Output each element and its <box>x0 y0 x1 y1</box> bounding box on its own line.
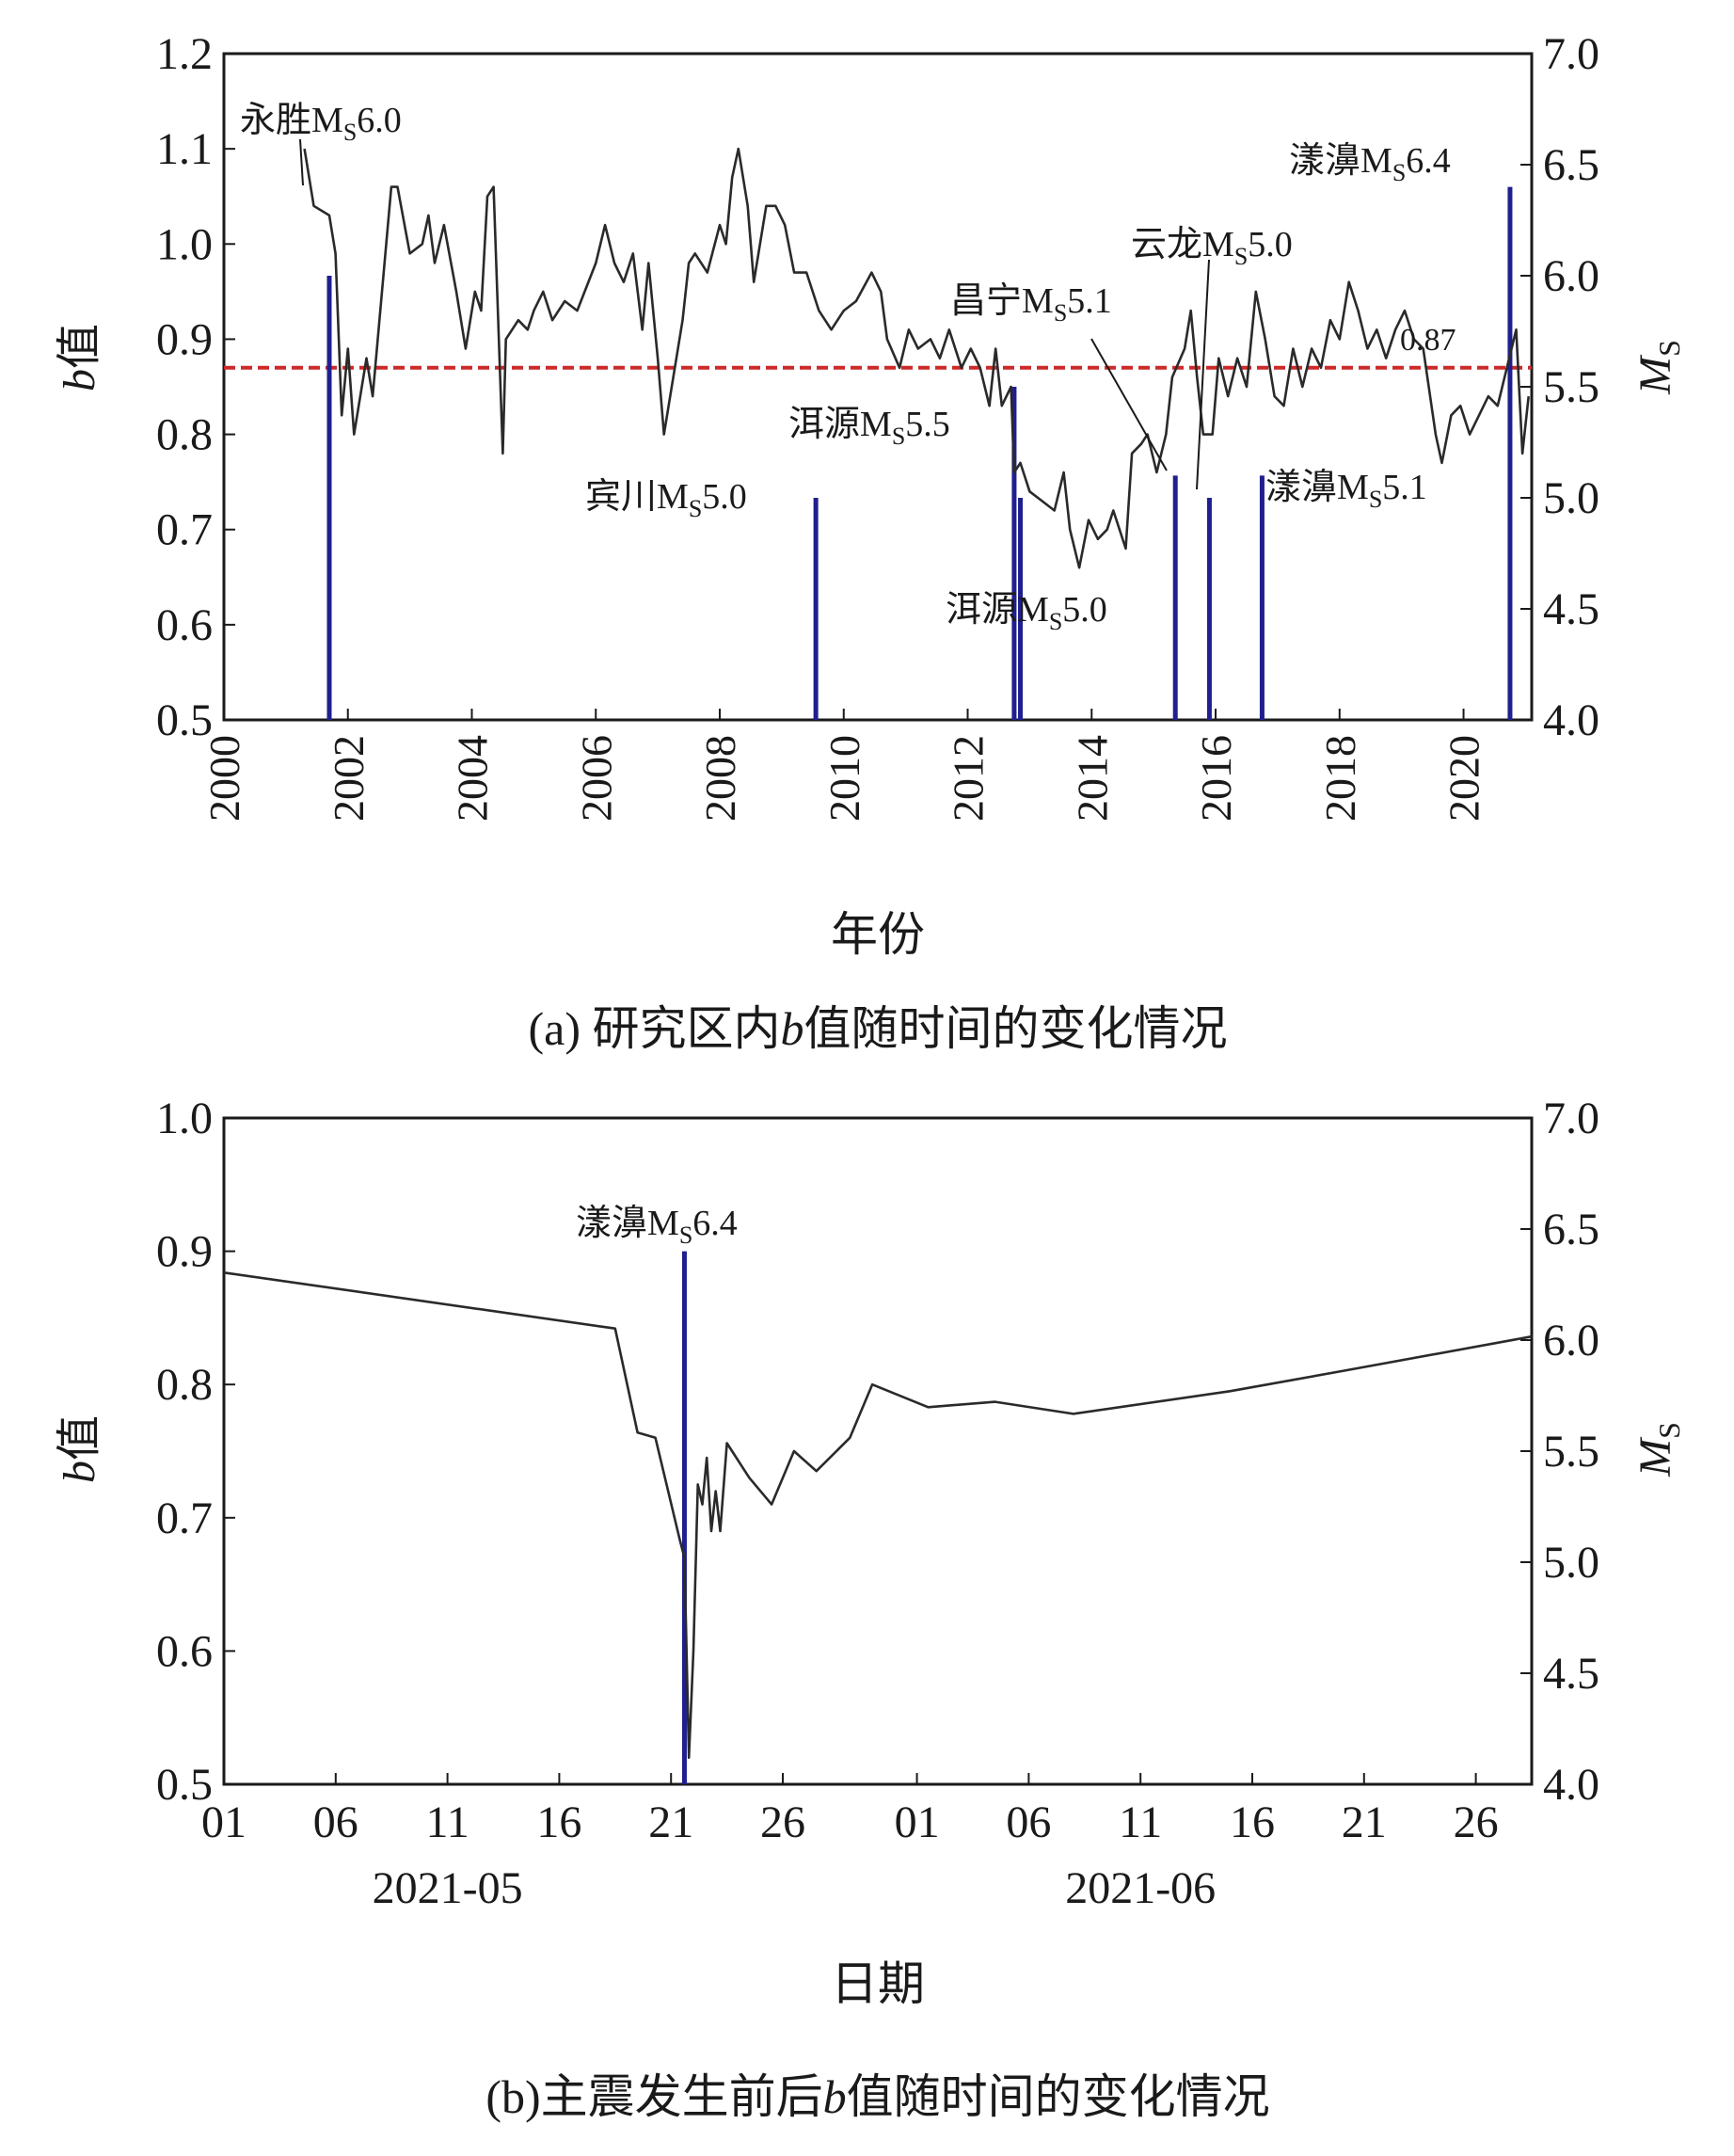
a-y2tick-label: 5.5 <box>1543 362 1599 412</box>
event-a-6-label: 漾濞MS5.1 <box>1265 468 1427 513</box>
a-y2tick-label: 6.0 <box>1543 251 1599 301</box>
a-xtick-label: 2016 <box>1192 735 1240 822</box>
a-y2tick-label: 7.0 <box>1543 29 1599 79</box>
panel-b-y-axis-title: b值 <box>55 1415 104 1483</box>
a-xtick-label: 2000 <box>200 735 248 822</box>
a-y2tick-label: 5.0 <box>1543 473 1599 523</box>
panel-b-y-ticks: 0.5 0.6 0.7 0.8 0.9 1.0 <box>156 1094 235 1810</box>
a-b-value-series <box>303 147 1530 569</box>
b-y2tick-label: 4.5 <box>1543 1649 1599 1699</box>
a-y2tick-label: 4.0 <box>1543 695 1599 745</box>
b-xtick-label: 06 <box>313 1797 358 1847</box>
event-a-7-label: 漾濞MS6.4 <box>1289 141 1451 186</box>
a-xtick-label: 2018 <box>1316 735 1364 822</box>
b-y2tick-label: 6.0 <box>1543 1316 1599 1365</box>
panel-b-caption: (b)主震发生前后b值随时间的变化情况 <box>485 2070 1269 2123</box>
panel-a-b-value-line <box>303 147 1530 569</box>
a-xtick-label: 2004 <box>449 735 497 822</box>
b-y2tick-label: 4.0 <box>1543 1760 1599 1810</box>
b-xtick-label: 16 <box>1230 1797 1275 1847</box>
b-month-label: 2021-06 <box>1065 1863 1216 1913</box>
event-a-0-leader <box>299 138 304 186</box>
b-xtick-label: 01 <box>895 1797 940 1847</box>
a-y2tick-label: 6.5 <box>1543 140 1599 190</box>
a-xtick-label: 2002 <box>325 735 373 822</box>
event-b-0-label: 漾濞MS6.4 <box>576 1204 738 1249</box>
b-y2tick-label: 5.0 <box>1543 1538 1599 1588</box>
b-y2tick-label: 5.5 <box>1543 1427 1599 1477</box>
b-xtick-label: 06 <box>1006 1797 1051 1847</box>
panel-a-y2-ticks: 4.0 4.5 5.0 5.5 6.0 6.5 7.0 <box>1520 29 1599 745</box>
panel-b-y2-ticks: 4.0 4.5 5.0 5.5 6.0 6.5 7.0 <box>1520 1094 1599 1810</box>
b-y2tick-label: 7.0 <box>1543 1094 1599 1143</box>
a-ytick-label: 1.2 <box>156 29 213 79</box>
event-a-5-leader <box>1196 259 1210 490</box>
event-a-2-label: 洱源MS5.5 <box>788 405 950 450</box>
panel-a-event-annotations <box>299 138 1210 490</box>
a-xtick-label: 2010 <box>820 735 868 822</box>
b-ytick-label: 0.6 <box>156 1626 213 1676</box>
b-ytick-label: 0.5 <box>156 1760 213 1810</box>
a-xtick-label: 2008 <box>696 735 744 822</box>
a-ytick-label: 0.7 <box>156 505 213 555</box>
panel-b-b-value-line <box>223 1271 1533 1759</box>
event-a-3-label: 洱源MS5.0 <box>946 590 1107 635</box>
panel-b-chart: 0.5 0.6 0.7 0.8 0.9 1.0 4.0 4.5 5.0 5.5 6.0 6.5 7.0… <box>55 1094 1686 2123</box>
panel-b-month-labels: 2021-05 2021-06 <box>373 1863 1217 1913</box>
b-month-label: 2021-05 <box>373 1863 523 1913</box>
a-xtick-label: 2006 <box>572 735 620 822</box>
a-xtick-label: 2020 <box>1440 735 1488 822</box>
panel-b-x-ticks: 01 06 11 16 21 26 01 06 11 16 21 26 <box>201 1773 1499 1847</box>
b-y2tick-label: 6.5 <box>1543 1205 1599 1254</box>
panel-a-y-ticks: 0.5 0.6 0.7 0.8 0.9 1.0 1.1 1.2 <box>156 29 235 745</box>
panel-a-x-ticks: 2000 2002 2004 2006 2008 2010 2012 2014 2016 2018… <box>200 709 1488 822</box>
event-a-4-label: 昌宁MS5.1 <box>950 281 1112 327</box>
a-y2tick-label: 4.5 <box>1543 584 1599 634</box>
b-xtick-label: 21 <box>1342 1797 1387 1847</box>
panel-b-x-axis-title: 日期 <box>831 1957 925 2010</box>
panel-a-event-bars <box>326 186 1513 720</box>
a-ytick-label: 1.0 <box>156 219 213 269</box>
b-xtick-label: 21 <box>648 1797 693 1847</box>
b-ytick-label: 0.9 <box>156 1227 213 1277</box>
b-xtick-label: 26 <box>760 1797 805 1847</box>
b-xtick-label: 16 <box>536 1797 581 1847</box>
a-xtick-label: 2014 <box>1068 735 1116 822</box>
event-a-1-label: 宾川MS5.0 <box>585 477 747 522</box>
a-ytick-label: 0.6 <box>156 600 213 650</box>
b-xtick-label: 26 <box>1454 1797 1499 1847</box>
a-xtick-label: 2012 <box>945 735 993 822</box>
event-a-5-label: 云龙MS5.0 <box>1131 225 1293 270</box>
b-ytick-label: 1.0 <box>156 1094 213 1143</box>
panel-a-chart: 0.5 0.6 0.7 0.8 0.9 1.0 1.1 1.2 4.0 4.5 5.0 5.5 6.0… <box>55 29 1686 1055</box>
panel-b-plot-frame <box>222 1116 1534 1786</box>
b-xtick-label: 11 <box>425 1797 469 1847</box>
panel-a-y2-axis-title: MS <box>1631 340 1686 395</box>
panel-b-y2-axis-title: MS <box>1631 1422 1686 1477</box>
panel-a-caption: (a) 研究区内b值随时间的变化情况 <box>529 1002 1228 1055</box>
b-ytick-label: 0.7 <box>156 1493 213 1543</box>
event-a-4-leader <box>1090 338 1168 471</box>
b-b-value-series <box>223 1271 1533 1759</box>
a-ytick-label: 0.8 <box>156 410 213 460</box>
a-ytick-label: 0.5 <box>156 695 213 745</box>
b-xtick-label: 11 <box>1119 1797 1162 1847</box>
b-ytick-label: 0.8 <box>156 1360 213 1410</box>
event-a-0-label: 永胜MS6.0 <box>240 101 402 146</box>
a-ytick-label: 1.1 <box>156 124 213 174</box>
a-ytick-label: 0.9 <box>156 314 213 364</box>
panel-a-x-axis-title: 年份 <box>831 908 925 961</box>
b-xtick-label: 01 <box>201 1797 247 1847</box>
panel-a-y-axis-title: b值 <box>55 324 104 391</box>
reference-line-label: 0.87 <box>1400 323 1456 358</box>
